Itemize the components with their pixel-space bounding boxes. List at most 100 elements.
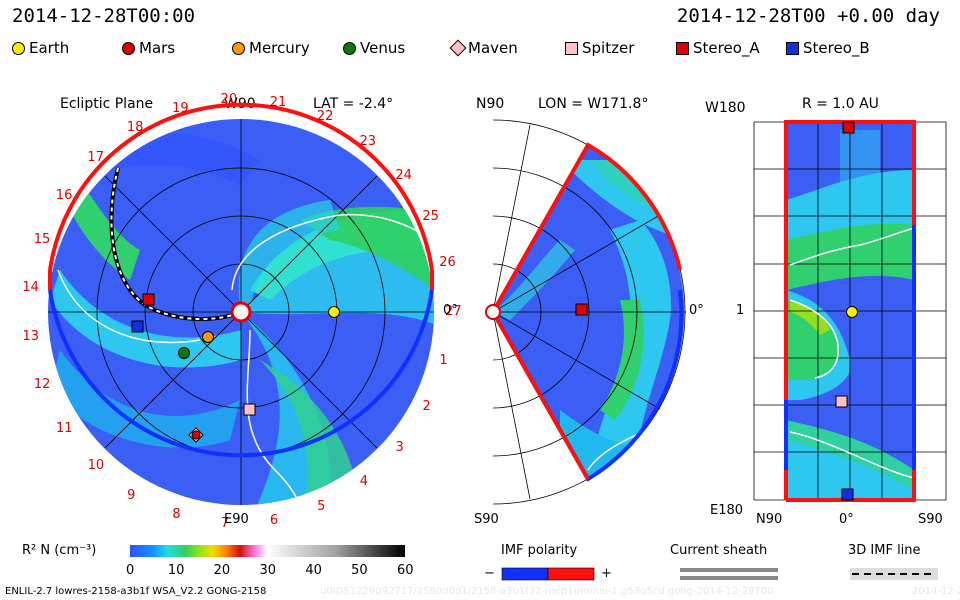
rotation-label: 7 bbox=[220, 515, 230, 531]
date-left: 2014-12-28T00:00 bbox=[12, 5, 196, 27]
sheath-title: Current sheath bbox=[670, 543, 768, 558]
rotation-label: 8 bbox=[172, 507, 181, 523]
imf-polarity-negative bbox=[501, 567, 549, 581]
rotation-label: 24 bbox=[395, 167, 412, 183]
rotation-label: 15 bbox=[33, 231, 51, 247]
rotation-label: 4 bbox=[359, 473, 368, 489]
panel2-title: LON = W171.8° bbox=[538, 96, 649, 112]
au-stereo-b-marker bbox=[841, 488, 854, 501]
panel1-lat: LAT = -2.4° bbox=[313, 96, 394, 112]
rotation-label: 25 bbox=[422, 208, 439, 224]
au-spitzer-marker bbox=[835, 395, 848, 408]
colorbar-tick-label: 40 bbox=[305, 563, 322, 578]
mars-marker bbox=[191, 430, 201, 440]
ecliptic-sheath-1 bbox=[231, 213, 433, 291]
colorbar-gradient bbox=[130, 545, 405, 557]
panel1-bottom-label: E90 bbox=[224, 512, 249, 527]
rotation-label: 26 bbox=[439, 254, 456, 270]
rotation-label: 10 bbox=[87, 458, 105, 474]
imf-polarity-positive bbox=[547, 567, 595, 581]
panel3-x-label-0: 0° bbox=[839, 512, 854, 527]
rotation-label: 1 bbox=[439, 352, 448, 368]
panel2-bottom-label: S90 bbox=[474, 512, 499, 527]
date-right: 2014-12-28T00 +0.00 day bbox=[676, 5, 940, 27]
rotation-label: 6 bbox=[269, 512, 279, 528]
colorbar-label: R² N (cm⁻³) bbox=[22, 543, 97, 558]
rotation-label: 3 bbox=[395, 440, 404, 456]
au-earth-marker bbox=[846, 306, 858, 318]
au-sheath-1 bbox=[789, 227, 915, 266]
rotation-label: 18 bbox=[126, 120, 144, 136]
run-date-footer: 2014-12-29 bbox=[912, 586, 960, 597]
mercury-marker bbox=[202, 331, 214, 343]
legend-spitzer: Spitzer bbox=[565, 39, 634, 57]
meridional-sheath bbox=[587, 419, 681, 471]
rotation-label: 14 bbox=[22, 279, 39, 295]
legend-mars: Mars bbox=[122, 39, 175, 57]
rotation-label: 27 bbox=[444, 303, 462, 319]
panel1-title: Ecliptic Plane bbox=[60, 96, 154, 112]
earth-marker bbox=[328, 306, 340, 318]
rotation-label: 20 bbox=[220, 92, 238, 108]
rotation-label: 21 bbox=[269, 95, 287, 111]
meridional-sun-icon bbox=[485, 304, 501, 320]
rotation-label: 23 bbox=[359, 133, 377, 149]
legend-stereo-a: Stereo_A bbox=[676, 39, 760, 57]
stereo-a-symbol-icon bbox=[676, 41, 689, 55]
colorbar-tick-label: 30 bbox=[259, 563, 277, 578]
rotation-label: 2 bbox=[422, 399, 431, 415]
mercury-symbol-icon bbox=[232, 41, 245, 55]
model-footer: ENLIL-2.7 lowres-2158-a3b1f WSA_V2.2 GON… bbox=[5, 586, 267, 597]
colorbar-tick-label: 60 bbox=[397, 563, 414, 578]
rotation-label: 11 bbox=[55, 420, 73, 436]
panel3-top-label: W180 bbox=[705, 100, 746, 116]
rotation-label: 5 bbox=[317, 498, 326, 514]
panel1-right-label: 0° bbox=[443, 303, 458, 318]
meridional-polarity-blue bbox=[491, 289, 684, 482]
rotation-label: 19 bbox=[172, 100, 189, 116]
rotation-label: 12 bbox=[33, 376, 51, 392]
panel2-right-label: 0° bbox=[689, 303, 704, 318]
au-sheath-2 bbox=[789, 299, 839, 379]
mars-symbol-icon bbox=[122, 41, 135, 55]
legend-earth: Earth bbox=[12, 39, 69, 57]
sun-icon bbox=[230, 301, 252, 323]
earth-symbol-icon bbox=[12, 41, 25, 55]
imf-minus: − bbox=[484, 566, 495, 581]
rotation-label: 13 bbox=[22, 328, 39, 344]
colorbar-tick-label: 10 bbox=[167, 563, 185, 578]
imf-plus: + bbox=[601, 566, 612, 581]
panel2-top-label: N90 bbox=[476, 96, 505, 112]
stereo-a-marker bbox=[142, 293, 155, 306]
run-id-footer: u0ID51229092717/2580d0d1/2158-a3b1f32-me… bbox=[320, 586, 774, 597]
current-sheath-sample-1 bbox=[680, 568, 778, 572]
panel3-x-label-s90: S90 bbox=[918, 512, 943, 527]
panel3-mid-label: 1 bbox=[736, 303, 745, 318]
colorbar-tick-label: 0 bbox=[126, 563, 135, 578]
stereo-b-marker bbox=[131, 320, 144, 333]
legend-venus: Venus bbox=[343, 39, 405, 57]
rotation-label: 17 bbox=[87, 149, 104, 165]
legend-mercury: Mercury bbox=[232, 39, 310, 57]
panel3-bottom-label: E180 bbox=[710, 503, 744, 518]
panel3-title: R = 1.0 AU bbox=[802, 96, 879, 112]
meridional-density-field bbox=[493, 145, 685, 479]
legend-maven: Maven bbox=[449, 39, 518, 57]
ecliptic-sheath-3 bbox=[57, 269, 201, 344]
au-sheath-3 bbox=[789, 431, 915, 479]
legend-stereo-b: Stereo_B bbox=[786, 39, 870, 57]
meridional-polarity-red bbox=[491, 142, 682, 313]
rotation-label: 9 bbox=[127, 487, 136, 503]
imf-title: IMF polarity bbox=[501, 543, 578, 558]
current-sheath-sample-2 bbox=[680, 576, 778, 580]
imf3d-title: 3D IMF line bbox=[848, 543, 921, 558]
spitzer-marker bbox=[243, 403, 256, 416]
ecliptic-polarity-blue bbox=[48, 289, 434, 458]
au-stereo-a-marker bbox=[842, 121, 855, 134]
venus-symbol-icon bbox=[343, 41, 356, 55]
colorbar-tick-label: 20 bbox=[213, 563, 231, 578]
rotation-label: 16 bbox=[55, 187, 73, 203]
meridional-stereo-a-marker bbox=[575, 303, 588, 316]
ecliptic-polarity-red bbox=[48, 102, 434, 271]
